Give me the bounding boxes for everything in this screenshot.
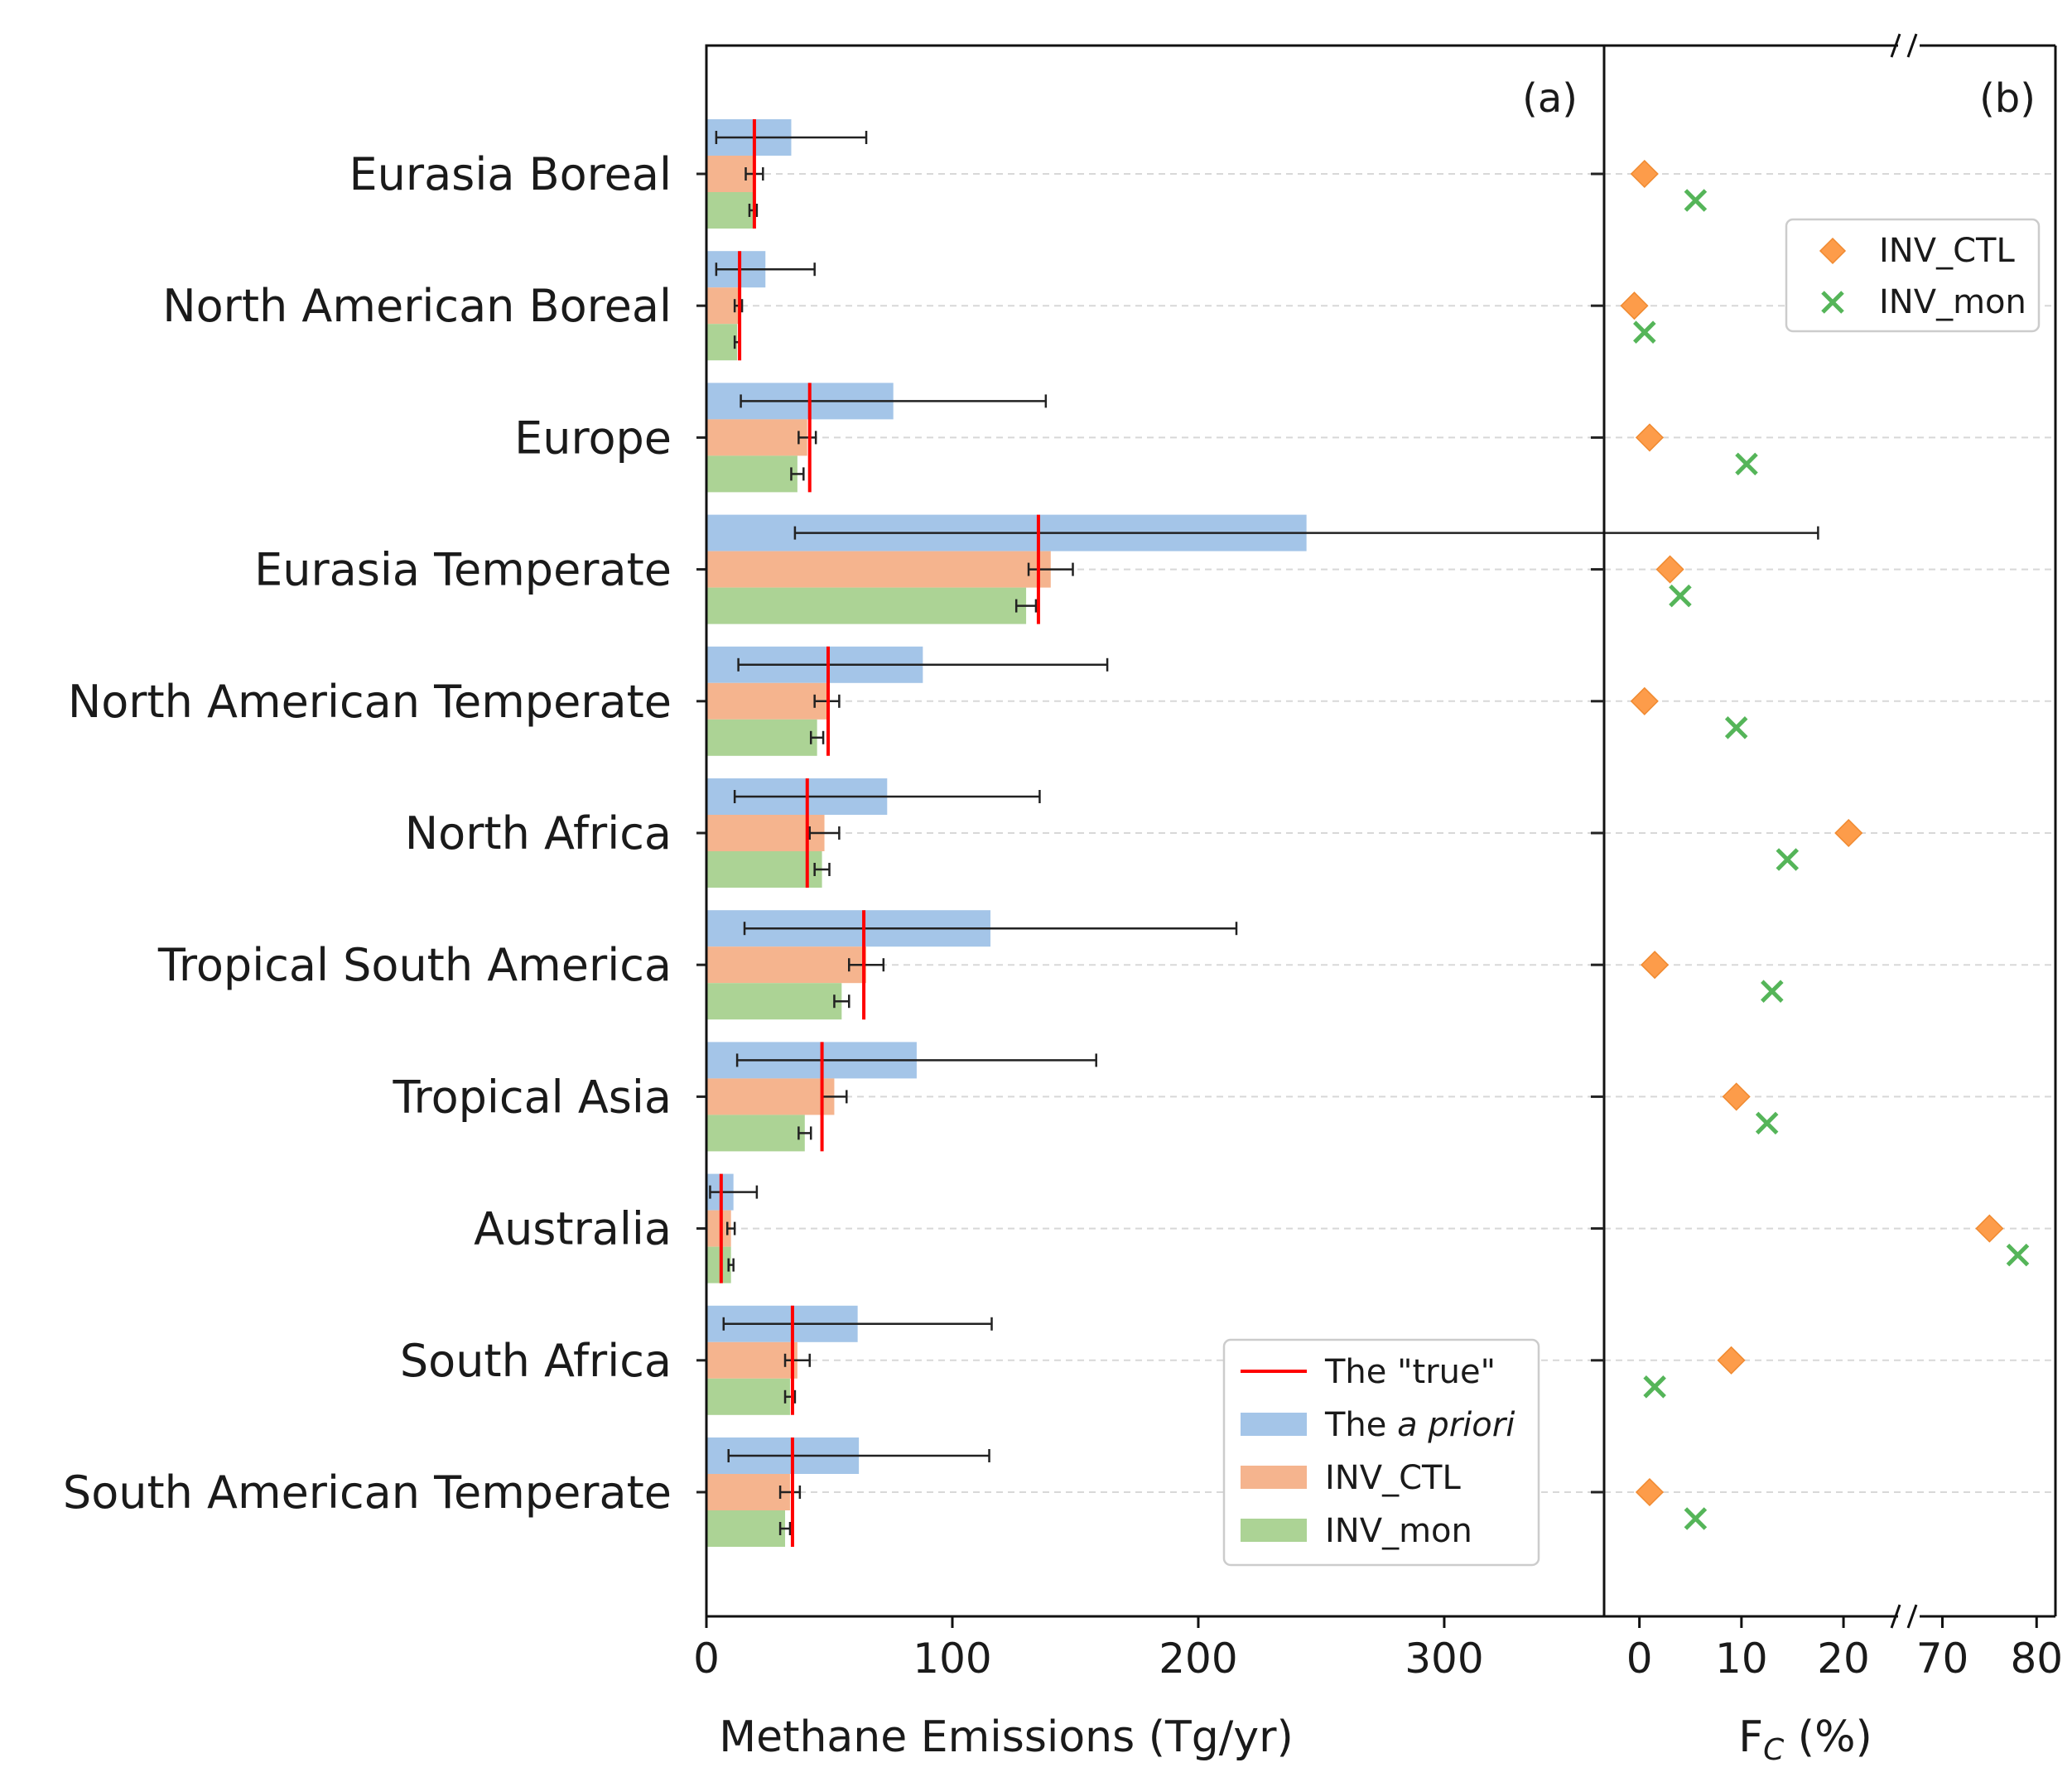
legend-swatch [1241,1413,1307,1436]
legend-swatch [1241,1466,1307,1489]
bar-inv-ctl [706,1078,834,1115]
panel-b-x-axis-title: FC (%) [1738,1712,1872,1767]
panel-a-x-tick-label: 0 [693,1635,720,1683]
panel-b-label: (b) [1979,75,2036,122]
panel-a-x-tick-label: 100 [913,1635,991,1683]
region-label: Tropical South America [157,939,672,991]
panel-b-x-tick-label: 80 [2010,1635,2063,1683]
panel-b-x-tick-label: 70 [1916,1635,1969,1683]
region-label: North Africa [405,807,672,860]
bar-inv-mon [706,192,753,229]
figure: Eurasia Boreal North American Boreal Europ… [0,0,2072,1777]
legend-label: INV_mon [1879,283,2026,321]
bar-inv-mon [706,983,841,1019]
legend-label: INV_CTL [1879,232,2015,270]
bar-inv-ctl [706,946,866,983]
bar-inv-ctl [706,419,807,455]
bar-inv-mon [706,1510,785,1547]
bar-inv-mon [706,324,737,360]
region-label: Eurasia Temperate [254,544,672,596]
legend-label: The "true" [1324,1353,1496,1391]
bar-inv-mon [706,851,822,888]
bar-inv-ctl [706,287,739,324]
panel-a-x-tick-label: 200 [1159,1635,1237,1683]
bar-inv-ctl [706,683,827,720]
panel-a-x-axis-title: Methane Emissions (Tg/yr) [719,1712,1294,1762]
bar-inv-mon [706,588,1026,624]
bar-inv-ctl [706,1474,790,1510]
region-label: Tropical Asia [393,1071,672,1123]
panel-a-legend: The "true" The a priori INV_CTL INV_mon [1224,1340,1539,1565]
region-label: South American Temperate [63,1466,672,1519]
bar-inv-mon [706,1115,805,1151]
region-label: Australia [474,1203,672,1255]
region-label: North American Boreal [162,280,672,332]
region-label: South Africa [400,1335,672,1387]
region-label: North American Temperate [68,676,672,728]
panel-b-x-tick-label: 10 [1715,1635,1768,1683]
bar-inv-mon [706,1247,731,1283]
panel-a-label: (a) [1522,75,1578,122]
legend-swatch [1241,1519,1307,1542]
bar-inv-mon [706,1379,790,1415]
region-label: Europe [514,412,672,464]
panel-b-x-tick-label: 20 [1817,1635,1870,1683]
panel-b-x-tick-label: 0 [1626,1635,1653,1683]
bar-inv-mon [706,455,797,492]
legend-label: INV_CTL [1325,1459,1461,1497]
panel-a-x-tick-label: 300 [1405,1635,1483,1683]
bar-inv-ctl [706,551,1051,588]
legend-label: INV_mon [1325,1512,1472,1550]
bar-inv-ctl [706,1342,797,1379]
panel-b-legend: INV_CTL INV_mon [1786,219,2039,331]
region-label: Eurasia Boreal [349,148,672,200]
legend-label: The a priori [1324,1406,1515,1444]
bar-inv-mon [706,720,817,756]
